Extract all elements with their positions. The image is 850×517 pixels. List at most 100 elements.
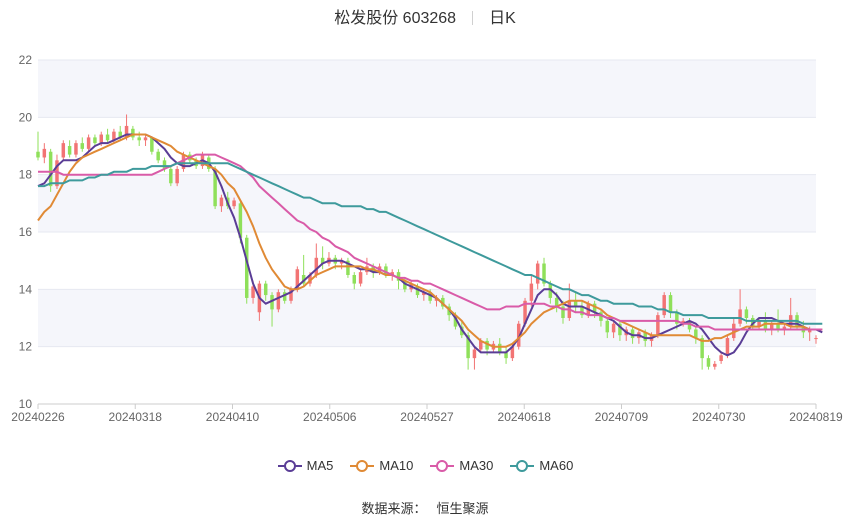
legend-swatch-dot <box>356 460 369 472</box>
candle-up <box>434 297 439 301</box>
y-tick-label: 12 <box>19 340 33 354</box>
y-tick-label: 22 <box>19 53 33 67</box>
candle-up <box>662 295 666 316</box>
candle-down <box>320 257 325 264</box>
legend-swatch-dot <box>516 460 529 472</box>
candle-down <box>573 300 578 307</box>
candle-up <box>725 338 730 356</box>
candle-up <box>719 355 723 361</box>
candle-up <box>295 269 300 290</box>
candle-up <box>611 323 616 333</box>
series-line-ma5 <box>37 133 823 357</box>
candle-up <box>55 160 59 187</box>
candle-down <box>687 320 692 330</box>
x-tick-label: 20240226 <box>11 410 65 424</box>
candle-up <box>358 272 363 284</box>
candle-down <box>105 134 110 141</box>
candle-down <box>668 295 673 313</box>
candle-up <box>390 272 394 275</box>
source-label: 数据来源： <box>361 501 427 516</box>
plot-band <box>38 60 816 118</box>
period-label: 日K <box>489 10 516 27</box>
candle-up <box>807 329 812 333</box>
candle-down <box>498 343 502 353</box>
candle-up <box>656 315 660 336</box>
x-tick-label: 20240527 <box>400 410 454 424</box>
candle-up <box>99 134 103 144</box>
candle-up <box>422 292 426 296</box>
candle-down <box>763 320 768 330</box>
y-tick-label: 20 <box>19 110 33 124</box>
candle-down <box>744 309 749 318</box>
candle-up <box>308 275 312 284</box>
candle-down <box>605 320 610 333</box>
x-axis: 20240226 20240318 20240410 20240506 20240527… <box>11 404 843 424</box>
legend-item-ma30[interactable]: MA30 <box>429 458 493 473</box>
candle-down <box>466 335 470 359</box>
chart-header: 松发股份 603268 日K <box>0 4 850 30</box>
legend-item-ma60[interactable]: MA60 <box>509 458 573 473</box>
candle-down <box>453 315 458 327</box>
candle-up <box>124 125 129 138</box>
x-tick-label: 20240410 <box>206 410 260 424</box>
candle-down <box>238 203 243 238</box>
candle-down <box>542 263 546 284</box>
legend-label: MA10 <box>379 458 414 473</box>
candle-down <box>694 329 698 339</box>
candle-up <box>181 154 186 169</box>
candle-down <box>384 266 388 275</box>
candle-down <box>93 137 97 144</box>
candle-down <box>282 292 287 301</box>
candle-down <box>244 237 249 298</box>
candle-down <box>700 338 704 359</box>
legend: MA5 MA10 MA30 MA60 <box>0 458 850 473</box>
plot-band <box>38 174 816 232</box>
x-tick-label: 20240709 <box>595 410 649 424</box>
legend-swatch-dot <box>283 460 296 472</box>
legend-item-ma10[interactable]: MA10 <box>349 458 413 473</box>
candle-down <box>504 352 508 359</box>
candle-down <box>548 283 553 298</box>
candle-up <box>289 289 293 301</box>
candle-up <box>516 323 521 347</box>
candle-down <box>415 286 420 296</box>
candle-down <box>301 275 306 284</box>
candle-down <box>131 128 135 138</box>
candle-down <box>441 297 445 307</box>
y-tick-label: 18 <box>19 168 33 182</box>
legend-swatch <box>510 460 535 472</box>
plot-band <box>38 289 816 347</box>
candle-up <box>61 143 66 158</box>
legend-label: MA5 <box>306 458 334 473</box>
y-axis: 10 12 14 16 18 20 22 <box>19 53 33 411</box>
candle-down <box>428 292 432 301</box>
candle-down <box>150 137 154 152</box>
series-line-ma60 <box>38 162 823 325</box>
candle-down <box>137 137 141 141</box>
candle-down <box>643 332 647 341</box>
candle-down <box>599 312 603 321</box>
candle-up <box>757 320 761 327</box>
data-source: 数据来源： 恒生聚源 <box>0 498 850 517</box>
candle-up <box>74 143 78 155</box>
candle-up <box>232 200 236 207</box>
candle-up <box>479 340 483 350</box>
candle-up <box>523 300 527 324</box>
candle-up <box>175 168 179 184</box>
candle-down <box>751 318 755 327</box>
x-tick-label: 20240819 <box>789 410 843 424</box>
candle-up <box>42 148 47 158</box>
candle-up <box>738 309 742 324</box>
candle-up <box>276 292 281 310</box>
y-tick-label: 16 <box>19 225 33 239</box>
legend-item-ma5[interactable]: MA5 <box>277 458 334 473</box>
candle-up <box>769 323 774 330</box>
candle-down <box>270 295 274 310</box>
candle-down <box>48 151 53 187</box>
header-divider <box>472 11 474 25</box>
candle-down <box>561 306 565 318</box>
legend-label: MA60 <box>539 458 574 473</box>
candle-down <box>213 168 217 207</box>
